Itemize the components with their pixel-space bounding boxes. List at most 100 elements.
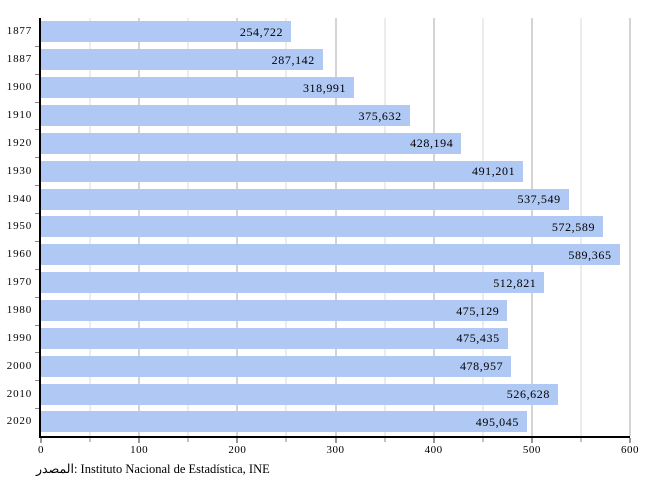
y-axis-tick bbox=[35, 101, 39, 103]
bar-1920: 428,194 bbox=[41, 132, 462, 154]
year-label: 1887 bbox=[6, 53, 32, 66]
x-axis-tick-200 bbox=[236, 438, 238, 443]
bar-row-1910: 1910 375,632 bbox=[7, 102, 630, 130]
y-axis-tick bbox=[35, 73, 39, 75]
year-label: 1970 bbox=[6, 276, 32, 289]
x-axis-tick-label: 400 bbox=[424, 444, 443, 456]
year-label: 1950 bbox=[6, 220, 32, 233]
bar-1980: 475,129 bbox=[41, 300, 508, 322]
year-label: 2020 bbox=[6, 415, 32, 428]
bar-row-2020: 2020 495,045 bbox=[7, 408, 630, 436]
x-axis: 0 100 200 300 400 500 600 bbox=[38, 438, 639, 462]
year-label: 1900 bbox=[6, 81, 32, 94]
y-axis-ticks bbox=[35, 18, 630, 436]
x-axis-tick-label: 100 bbox=[130, 444, 149, 456]
bar-1877: 254,722 bbox=[41, 21, 292, 43]
bar-row-1960: 1960 589,365 bbox=[7, 241, 630, 269]
year-label: 1877 bbox=[6, 25, 32, 38]
bar-row-1970: 1970 512,821 bbox=[7, 269, 630, 297]
value-label: 475,435 bbox=[456, 331, 500, 346]
value-label: 318,991 bbox=[302, 80, 347, 95]
value-label: 589,365 bbox=[568, 247, 612, 262]
x-axis-tick-500 bbox=[531, 438, 533, 443]
x-axis-tick-550 bbox=[580, 438, 582, 442]
y-axis-tick bbox=[35, 408, 39, 410]
x-axis-tick-100 bbox=[138, 438, 140, 443]
year-label: 2010 bbox=[6, 387, 32, 400]
bar-1887: 287,142 bbox=[41, 49, 323, 71]
year-label: 1910 bbox=[6, 109, 32, 121]
y-axis-tick bbox=[35, 45, 39, 47]
year-label: 1960 bbox=[6, 248, 32, 261]
year-label: 1990 bbox=[6, 331, 32, 344]
y-axis-tick bbox=[35, 129, 39, 131]
bar-rows: 1877 254,722 1887 287,142 1900 318,991 1910 375… bbox=[7, 18, 630, 436]
bar-row-1930: 1930 491,201 bbox=[7, 157, 630, 185]
bar-row-1980: 1980 475,129 bbox=[7, 297, 630, 325]
y-axis-tick bbox=[35, 213, 39, 215]
x-axis-tick-450 bbox=[482, 438, 484, 442]
y-axis-tick bbox=[35, 240, 39, 242]
value-label: 375,632 bbox=[358, 108, 402, 123]
x-axis-tick-label: 0 bbox=[38, 444, 44, 456]
value-label: 537,549 bbox=[517, 192, 561, 207]
plot-area: 1877 254,722 1887 287,142 1900 318,991 1910 375… bbox=[7, 18, 631, 438]
bar-1900: 318,991 bbox=[41, 77, 355, 99]
value-label: 287,142 bbox=[271, 52, 315, 67]
bar-1950: 572,589 bbox=[41, 216, 604, 238]
bar-row-1887: 1887 287,142 bbox=[7, 46, 630, 74]
bar-row-1900: 1900 318,991 bbox=[7, 74, 630, 102]
bar-1970: 512,821 bbox=[41, 272, 545, 294]
value-label: 475,129 bbox=[456, 303, 500, 318]
value-label: 254,722 bbox=[239, 24, 284, 39]
year-label: 1980 bbox=[6, 304, 32, 317]
year-label: 1920 bbox=[6, 136, 32, 149]
x-axis-tick-600 bbox=[629, 438, 631, 443]
source-caption: المصدر: Instituto Nacional de Estadístic… bbox=[36, 462, 270, 476]
x-axis-tick-400 bbox=[433, 438, 435, 443]
value-label: 512,821 bbox=[493, 275, 537, 290]
y-axis-tick bbox=[35, 157, 39, 159]
year-label: 1940 bbox=[6, 192, 32, 205]
bar-2010: 526,628 bbox=[41, 383, 558, 405]
bar-row-1920: 1920 428,194 bbox=[7, 129, 630, 157]
x-axis-tick-350 bbox=[384, 438, 386, 442]
bar-2020: 495,045 bbox=[41, 411, 527, 433]
y-axis-tick bbox=[35, 352, 39, 354]
x-axis-tick-label: 300 bbox=[326, 444, 345, 456]
bar-1910: 375,632 bbox=[41, 105, 410, 126]
y-axis-tick bbox=[35, 268, 39, 270]
value-label: 572,589 bbox=[551, 219, 596, 234]
bar-2000: 478,957 bbox=[41, 355, 512, 377]
value-label: 491,201 bbox=[471, 164, 516, 179]
x-axis-tick-0 bbox=[40, 438, 42, 443]
value-label: 478,957 bbox=[459, 359, 504, 374]
gridline-600 bbox=[629, 18, 631, 436]
bar-row-1950: 1950 572,589 bbox=[7, 213, 630, 241]
x-axis-tick-label: 600 bbox=[621, 444, 639, 456]
x-axis-tick-300 bbox=[335, 438, 336, 443]
y-axis-tick bbox=[35, 380, 39, 382]
year-label: 1930 bbox=[6, 164, 32, 177]
bar-row-2010: 2010 526,628 bbox=[7, 380, 630, 408]
year-label: 2000 bbox=[6, 359, 32, 372]
bar-1990: 475,435 bbox=[41, 327, 508, 349]
bar-1960: 589,365 bbox=[41, 244, 620, 266]
value-label: 495,045 bbox=[475, 414, 519, 429]
value-label: 526,628 bbox=[506, 387, 550, 402]
bar-row-2000: 2000 478,957 bbox=[7, 352, 630, 380]
x-axis-tick-label: 500 bbox=[522, 444, 541, 456]
y-axis-tick bbox=[35, 296, 39, 298]
bar-1940: 537,549 bbox=[41, 188, 569, 210]
x-axis-tick-label: 200 bbox=[228, 444, 247, 456]
bar-row-1990: 1990 475,435 bbox=[7, 324, 630, 352]
value-label: 428,194 bbox=[410, 136, 454, 151]
x-axis-tick-50 bbox=[89, 438, 91, 442]
x-axis-tick-150 bbox=[187, 438, 189, 442]
y-axis-tick bbox=[35, 185, 39, 187]
bar-row-1940: 1940 537,549 bbox=[7, 185, 630, 213]
y-axis-tick bbox=[35, 324, 39, 326]
bar-row-1877: 1877 254,722 bbox=[7, 18, 630, 46]
bar-1930: 491,201 bbox=[41, 160, 524, 182]
